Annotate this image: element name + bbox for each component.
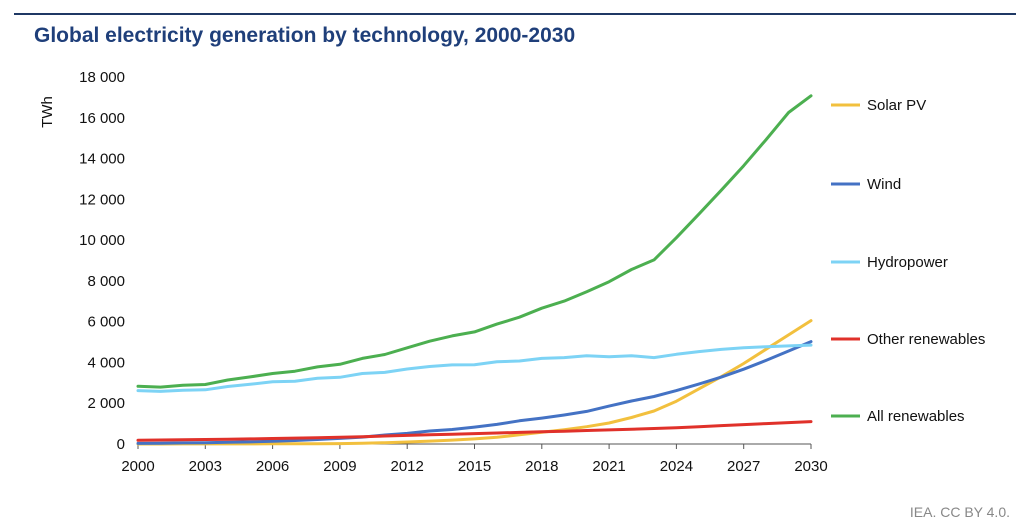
x-tick-label: 2012 [391,458,424,475]
x-tick-label: 2015 [458,458,491,475]
series-line-solar-pv [136,319,813,446]
series-lines [136,94,813,446]
legend-label-hydropower: Hydropower [867,254,948,271]
legend-label-solar-pv: Solar PV [867,97,926,114]
series-line-wind [136,340,813,445]
x-axis-ticks: 2000 2003 2006 2009 2012 2015 2018 2021 2024 2027… [121,444,828,475]
y-tick-label: 18 000 [79,69,125,86]
series-line-other-renewables [136,420,813,442]
x-tick-label: 2021 [592,458,625,475]
y-axis-ticks: 0 2 000 4 000 6 000 8 000 10 000 12 000 14 000 1… [79,69,125,453]
x-tick-label: 2018 [525,458,558,475]
y-tick-label: 14 000 [79,151,125,168]
x-tick-label: 2006 [256,458,289,475]
line-chart: 0 2 000 4 000 6 000 8 000 10 000 12 000 14 000 1… [39,69,985,475]
y-tick-label: 12 000 [79,191,125,208]
x-tick-label: 2000 [121,458,154,475]
source-note: IEA. CC BY 4.0. [909,504,1010,520]
y-tick-label: 6 000 [87,314,125,331]
x-tick-label: 2003 [189,458,222,475]
x-tick-label: 2024 [660,458,693,475]
chart-title: Global electricity generation by technol… [34,24,576,47]
y-tick-label: 16 000 [79,110,125,127]
y-axis-label: TWh [39,96,56,128]
legend: Solar PV Wind Hydropower Other renewables Al… [831,97,985,425]
y-tick-label: 10 000 [79,232,125,249]
series-line-all-renewables [136,94,813,389]
legend-label-all-renewables: All renewables [867,408,965,425]
x-tick-label: 2030 [794,458,827,475]
series-line-hydropower [136,343,813,393]
y-tick-label: 2 000 [87,395,125,412]
y-tick-label: 4 000 [87,354,125,371]
y-tick-label: 0 [117,436,125,453]
legend-label-other-renewables: Other renewables [867,331,985,348]
x-tick-label: 2027 [727,458,760,475]
x-tick-label: 2009 [323,458,356,475]
legend-label-wind: Wind [867,176,901,193]
top-rule [14,13,1016,15]
y-tick-label: 8 000 [87,273,125,290]
